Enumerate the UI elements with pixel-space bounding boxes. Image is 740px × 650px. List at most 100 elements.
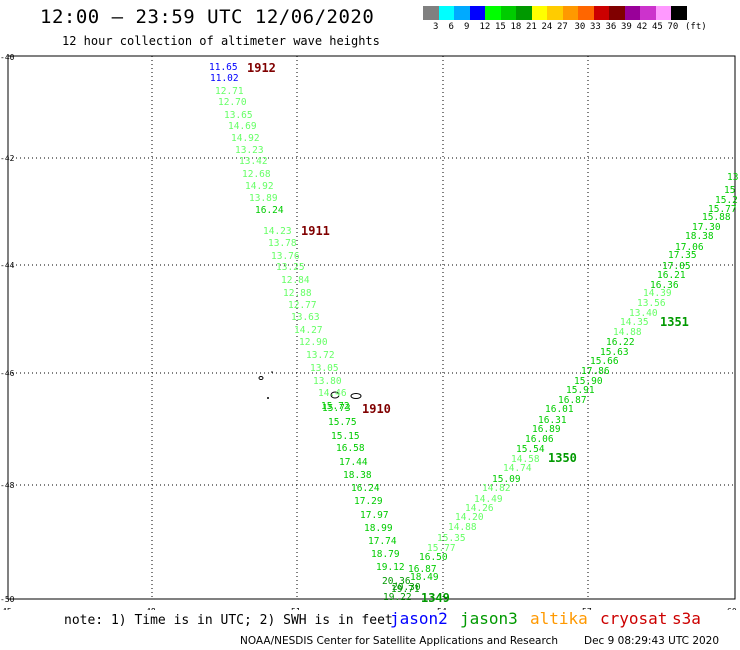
swh-value: 14.88 <box>613 327 642 338</box>
legend-swatch <box>485 6 501 20</box>
swh-value: 13.89 <box>249 193 278 204</box>
swh-value: 16.58 <box>336 443 365 454</box>
color-scale-labels: 3 6 9 12 15 18 21 24 27 30 33 36 39 42 45 70 (ft) <box>423 22 740 34</box>
swh-value: 19.22 <box>383 592 412 603</box>
legend-swatch <box>578 6 594 20</box>
swh-value: 12.71 <box>215 86 244 97</box>
swh-value: 13 <box>727 172 738 183</box>
swh-value: 13.76 <box>271 251 300 262</box>
swh-value: 14.69 <box>228 121 257 132</box>
lat-tick-label: -40 <box>0 53 15 62</box>
swh-value: 13.65 <box>224 110 253 121</box>
swh-value: 17.97 <box>360 510 389 521</box>
legend-swatch <box>438 6 454 20</box>
legend-label: 42 <box>636 22 648 32</box>
swh-value: 13.05 <box>310 363 339 374</box>
swh-value: 16.01 <box>545 404 574 415</box>
legend-swatch <box>423 6 439 20</box>
satellite-jason2: jason2 <box>390 609 448 628</box>
swh-value: 14.27 <box>294 325 323 336</box>
swh-value: 15.88 <box>702 212 731 223</box>
swh-value: 15.15 <box>331 431 360 442</box>
legend-swatch <box>547 6 563 20</box>
swh-value: 12.77 <box>288 300 317 311</box>
legend-swatch <box>531 6 547 20</box>
swh-value: 15.63 <box>600 347 629 358</box>
swh-value: 12.90 <box>299 337 328 348</box>
legend-label: 33 <box>590 22 601 32</box>
swh-value: 12.84 <box>281 275 310 286</box>
legend-label: 3 <box>433 22 439 32</box>
island <box>350 393 362 399</box>
swh-value: 16.24 <box>255 205 284 216</box>
lat-tick-label: -50 <box>0 595 15 604</box>
swh-value: 13.80 <box>313 376 342 387</box>
footer-credit: NOAA/NESDIS Center for Satellite Applica… <box>240 635 558 647</box>
map-frame <box>7 55 736 600</box>
swh-value: 14.20 <box>455 512 484 523</box>
lat-tick-label: -42 <box>0 154 15 163</box>
swh-value: 12.70 <box>218 97 247 108</box>
legend-label: 45 <box>652 22 663 32</box>
legend-label: 70 <box>667 22 679 32</box>
swh-value: 19.71 <box>391 584 420 595</box>
swh-value: 15.90 <box>574 376 603 387</box>
swh-value: 13.56 <box>637 298 666 309</box>
swh-value: 13.40 <box>629 308 658 319</box>
swh-value: 17.30 <box>692 222 721 233</box>
swh-value: 16.24 <box>351 483 380 494</box>
swh-value: 16.36 <box>650 280 679 291</box>
track-id-1911: 1911 <box>301 224 330 238</box>
map-subtitle: 12 hour collection of altimeter wave hei… <box>62 34 380 48</box>
lon-tick-label: 60 <box>727 607 737 610</box>
swh-value: 16.21 <box>657 270 686 281</box>
lat-tick-label: -48 <box>0 481 15 490</box>
swh-value: 11.65 <box>209 62 238 73</box>
swh-value: 14.92 <box>245 181 274 192</box>
track-id-1349: 1349 <box>421 591 450 605</box>
legend-label: 18 <box>510 22 522 32</box>
legend-label: 24 <box>541 22 553 32</box>
swh-value: 14.23 <box>263 226 292 237</box>
legend-label: 27 <box>557 22 568 32</box>
swh-value: 17.05 <box>662 261 691 272</box>
lat-tick-label: -46 <box>0 369 15 378</box>
swh-value: 15 <box>724 185 735 196</box>
swh-value: 15.91 <box>566 385 595 396</box>
swh-value: 15.77 <box>708 204 737 215</box>
swh-value: 16.89 <box>532 424 561 435</box>
swh-value: 15.2 <box>715 195 738 206</box>
legend-swatch <box>624 6 640 20</box>
legend-swatch <box>671 6 687 20</box>
swh-value: 16.06 <box>525 434 554 445</box>
swh-value: 13.42 <box>239 156 268 167</box>
legend-label: 39 <box>621 22 632 32</box>
swh-value: 18.38 <box>685 231 714 242</box>
legend-swatch <box>593 6 609 20</box>
legend-swatch <box>655 6 671 20</box>
swh-value: 17.74 <box>368 536 397 547</box>
swh-value: 14.58 <box>511 454 540 465</box>
swh-value: 17.86 <box>581 366 610 377</box>
lon-tick-label: 48 <box>146 607 156 610</box>
track-id-1912: 1912 <box>247 61 276 75</box>
swh-value: 15.77 <box>427 543 456 554</box>
track-id-1910: 1910 <box>362 402 391 416</box>
lon-tick-label: 54 <box>437 607 447 610</box>
swh-value: 13.72 <box>306 350 335 361</box>
swh-value: 16.87 <box>558 395 587 406</box>
swh-value: 13.78 <box>268 238 297 249</box>
footer: NOAA/NESDIS Center for Satellite Applica… <box>240 635 719 647</box>
map-title: 12:00 – 23:59 UTC 12/06/2020 <box>40 6 375 28</box>
swh-value: 15.35 <box>437 533 466 544</box>
altimeter-map: 45 48 51 54 57 60 -40 -42 -44 -46 -48 -50 11.6511.0… <box>0 53 738 610</box>
swh-value: 12.88 <box>283 288 312 299</box>
track-id-1351: 1351 <box>660 315 689 329</box>
track-1912-values: 11.6511.0212.7112.7013.6514.6914.9213.23… <box>209 62 439 603</box>
swh-value: 17.06 <box>675 242 704 253</box>
color-scale-legend <box>423 6 687 20</box>
island <box>258 376 264 380</box>
lon-tick-label: 45 <box>2 607 12 610</box>
swh-value: 14.74 <box>503 463 532 474</box>
swh-value: 14.92 <box>231 133 260 144</box>
